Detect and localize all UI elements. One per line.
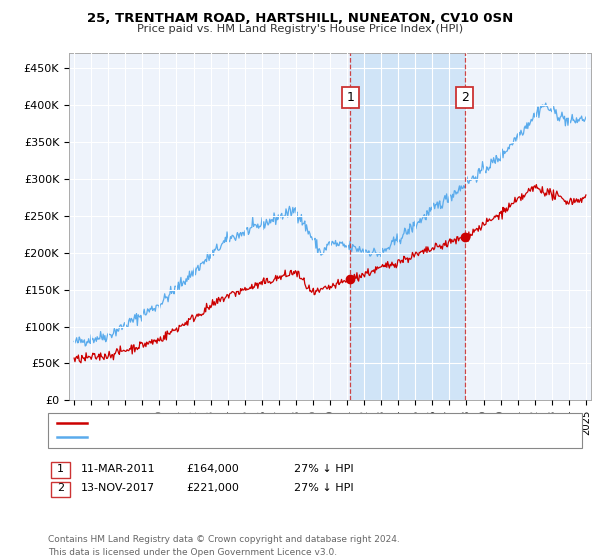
Text: HPI: Average price, detached house, North Warwickshire: HPI: Average price, detached house, Nort… [93, 432, 388, 442]
Text: 1: 1 [347, 91, 355, 104]
Text: 25, TRENTHAM ROAD, HARTSHILL, NUNEATON, CV10 0SN (detached house): 25, TRENTHAM ROAD, HARTSHILL, NUNEATON, … [93, 418, 485, 428]
Text: £164,000: £164,000 [186, 464, 239, 474]
Text: 27% ↓ HPI: 27% ↓ HPI [294, 464, 353, 474]
Text: 2: 2 [57, 483, 64, 493]
Text: Contains HM Land Registry data © Crown copyright and database right 2024.
This d: Contains HM Land Registry data © Crown c… [48, 535, 400, 557]
Text: 11-MAR-2011: 11-MAR-2011 [81, 464, 155, 474]
Bar [350, 53, 465, 400]
Text: 27% ↓ HPI: 27% ↓ HPI [294, 483, 353, 493]
Text: 13-NOV-2017: 13-NOV-2017 [81, 483, 155, 493]
Text: Price paid vs. HM Land Registry's House Price Index (HPI): Price paid vs. HM Land Registry's House … [137, 24, 463, 34]
Text: 25, TRENTHAM ROAD, HARTSHILL, NUNEATON, CV10 0SN: 25, TRENTHAM ROAD, HARTSHILL, NUNEATON, … [87, 12, 513, 25]
Text: £221,000: £221,000 [186, 483, 239, 493]
Text: 2: 2 [461, 91, 469, 104]
Text: 1: 1 [57, 464, 64, 474]
